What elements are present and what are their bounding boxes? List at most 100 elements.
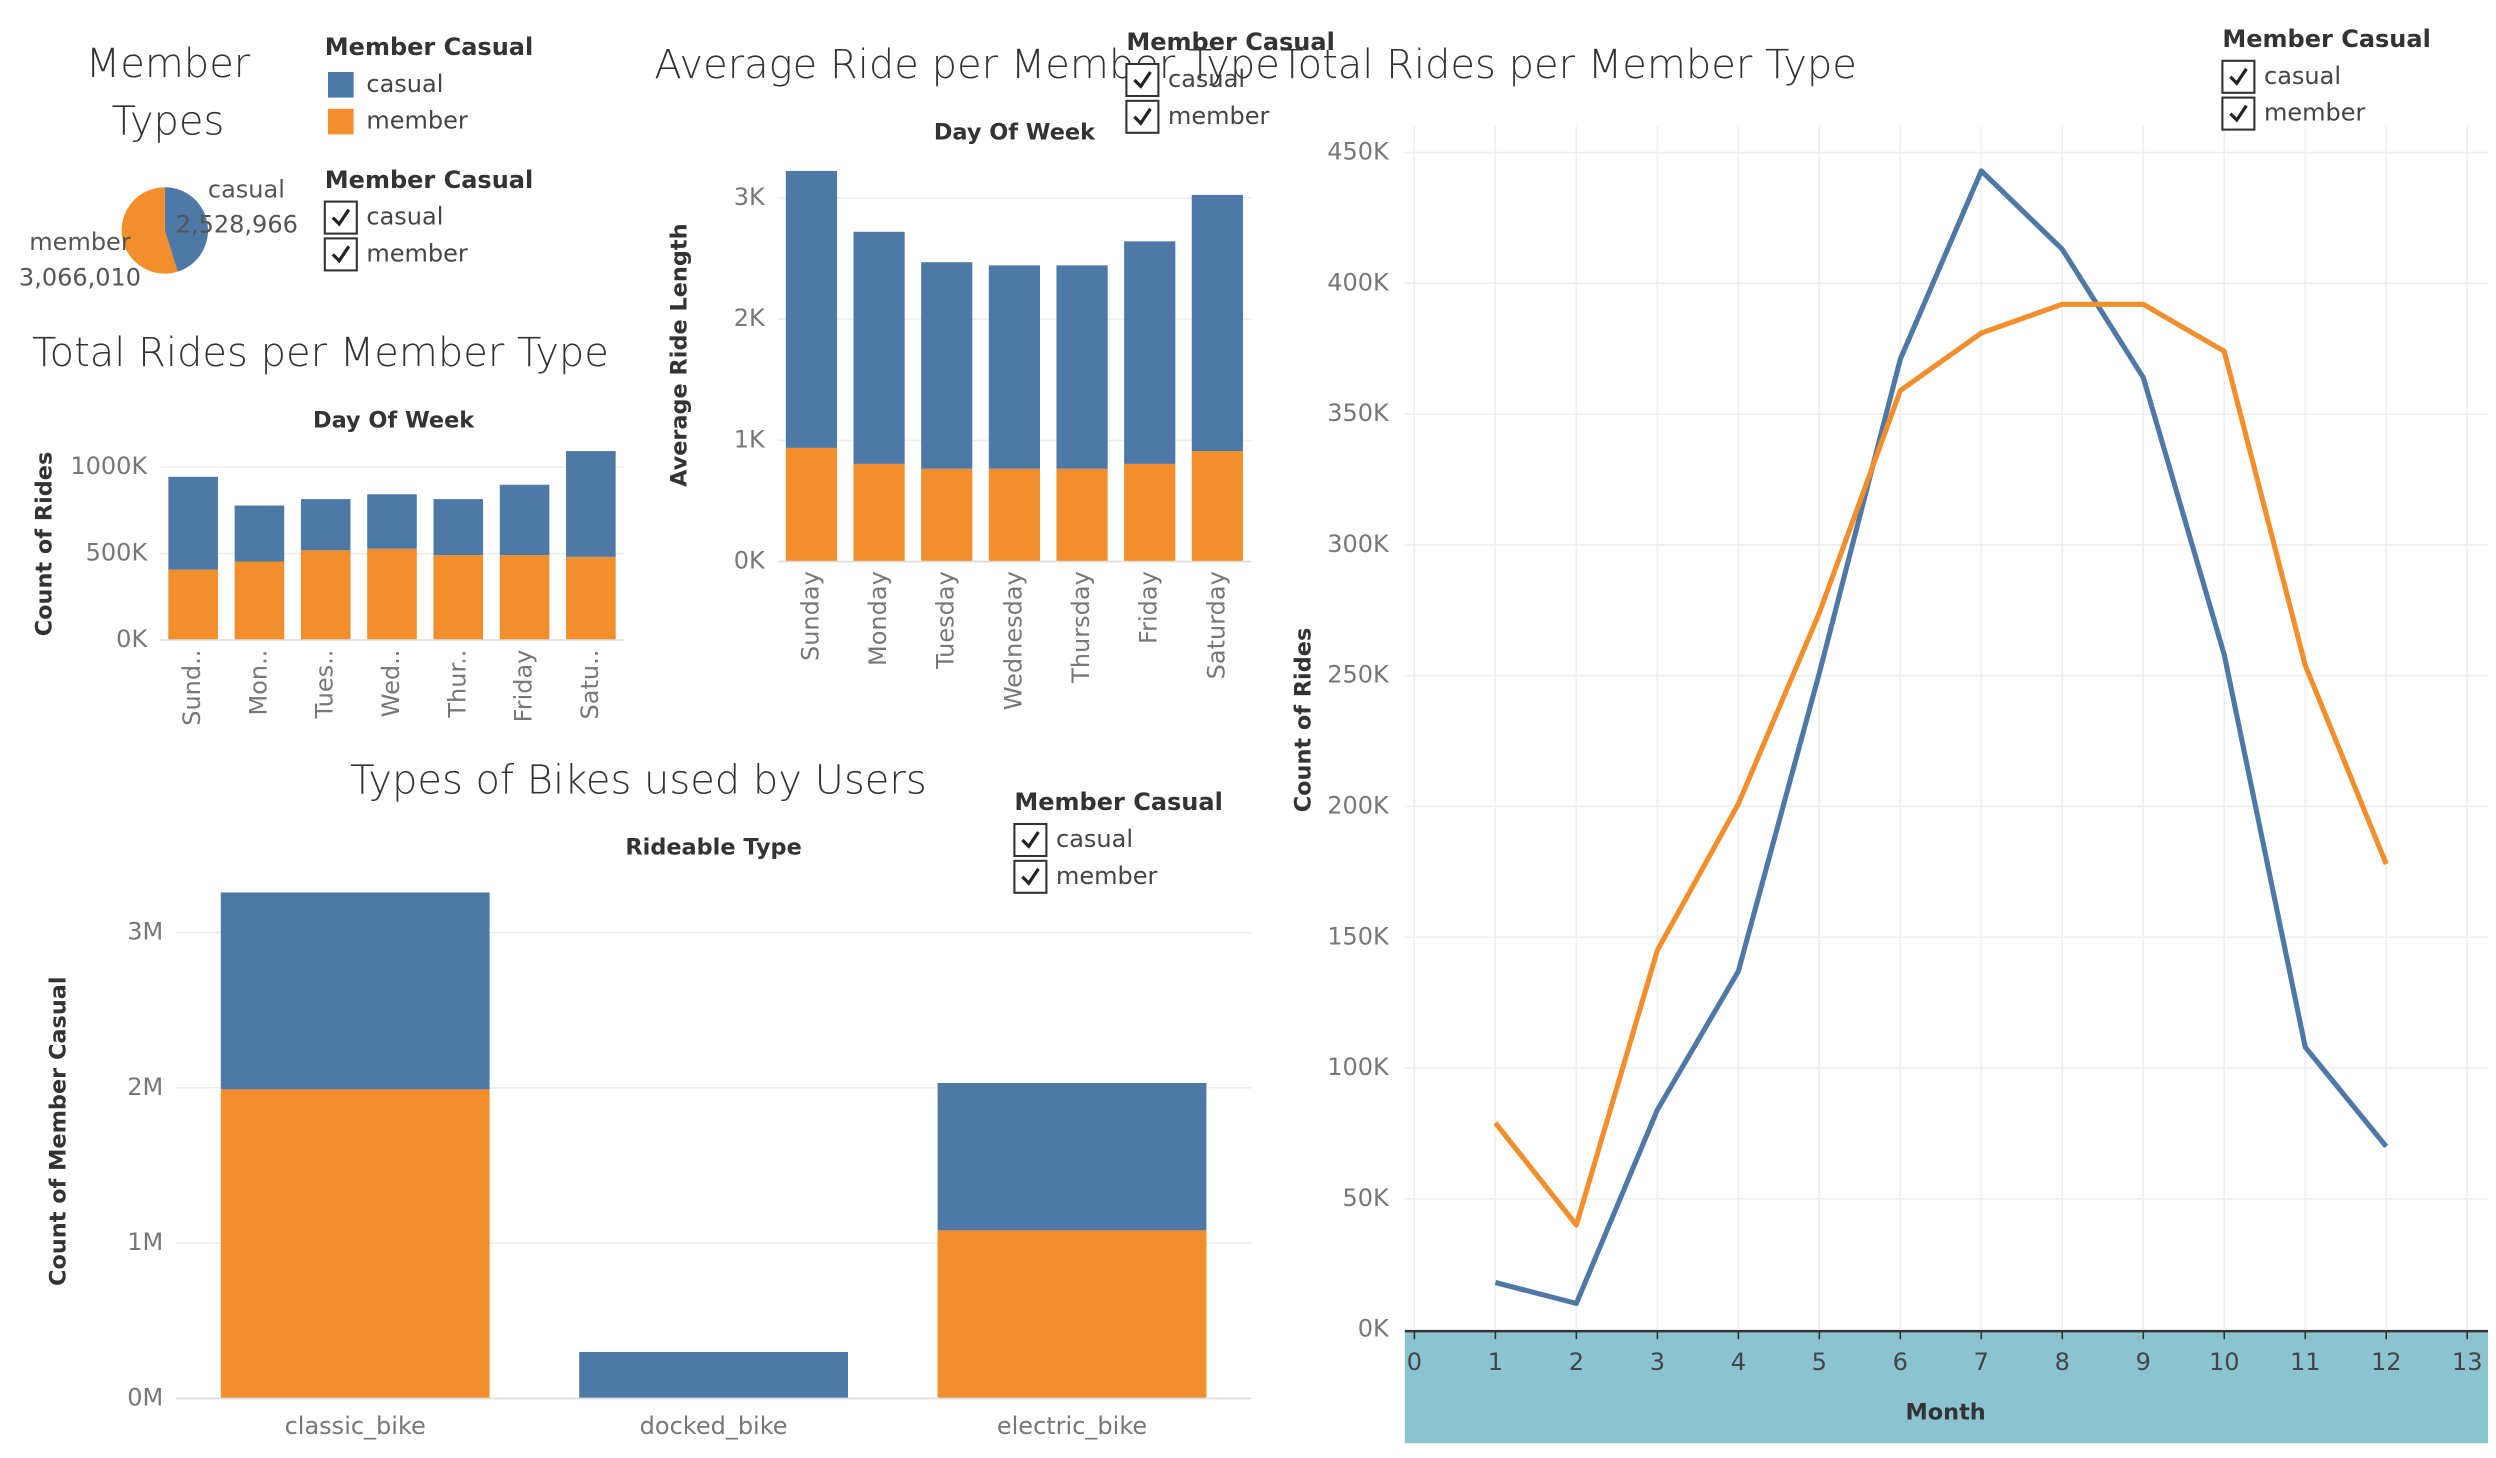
- legend-checkbox[interactable]: [1125, 62, 1160, 98]
- bar: [367, 548, 417, 640]
- y-tick-label: 200K: [1327, 791, 1390, 819]
- y-axis-title: Count of Rides: [1291, 628, 1317, 813]
- bar: [367, 494, 417, 549]
- y-tick-label: 0K: [1358, 1315, 1390, 1343]
- x-tick-label: Wed..: [377, 650, 405, 718]
- bar: [1056, 468, 1108, 562]
- bar: [937, 1230, 1207, 1399]
- x-tick-label: electric_bike: [997, 1412, 1147, 1440]
- bar: [433, 499, 484, 556]
- legend-swatch: [328, 108, 354, 135]
- pie-label: member: [29, 228, 131, 256]
- chart-title: Types of Bikes used by Users: [350, 757, 927, 803]
- bar: [234, 505, 285, 562]
- x-tick-label: 11: [2290, 1348, 2321, 1376]
- legend-checkbox[interactable]: [323, 200, 358, 235]
- bar: [499, 555, 550, 640]
- bar: [921, 468, 973, 562]
- x-tick-label: 10: [2209, 1348, 2240, 1376]
- legend-checkbox[interactable]: [1125, 99, 1160, 134]
- y-tick-label: 250K: [1327, 661, 1390, 689]
- bar: [1191, 451, 1243, 562]
- pie-value-label: 3,066,010: [19, 263, 141, 291]
- x-tick-label: Tues..: [311, 650, 339, 720]
- x-tick-label: 0: [1407, 1348, 1422, 1376]
- x-tick-label: Satu..: [576, 650, 604, 720]
- legend-label: casual: [366, 203, 443, 231]
- legend-title: Member Casual: [1014, 788, 1222, 816]
- bar: [1124, 463, 1176, 562]
- legend-title: Member Casual: [325, 166, 533, 194]
- x-tick-label: Friday: [1135, 571, 1163, 644]
- x-tick-label: Sund..: [178, 650, 206, 726]
- x-axis-title: Day Of Week: [313, 407, 475, 433]
- legend-title: Member Casual: [1126, 28, 1334, 56]
- y-tick-label: 50K: [1343, 1184, 1391, 1212]
- legend-label: member: [366, 239, 468, 267]
- legend-label: member: [366, 107, 468, 135]
- checkmark: [1021, 867, 1040, 886]
- x-tick-label: Sunday: [796, 571, 824, 661]
- bar: [988, 468, 1040, 562]
- legend-checkbox[interactable]: [2221, 59, 2256, 94]
- x-tick-label: Friday: [510, 650, 538, 723]
- y-tick-label: 1000K: [70, 452, 148, 480]
- x-tick-label: 4: [1731, 1348, 1746, 1376]
- pie-value-label: 2,528,966: [176, 211, 298, 239]
- x-tick-label: 1: [1488, 1348, 1503, 1376]
- x-tick-label: 13: [2452, 1348, 2483, 1376]
- x-tick-label: docked_bike: [640, 1412, 788, 1440]
- y-tick-label: 100K: [1327, 1053, 1390, 1081]
- checkmark: [331, 208, 351, 227]
- x-tick-label: 7: [1974, 1348, 1989, 1376]
- bar: [853, 463, 905, 562]
- bar: [853, 231, 905, 464]
- x-tick-label: 2: [1569, 1348, 1584, 1376]
- y-tick-label: 300K: [1327, 530, 1390, 558]
- bar: [433, 555, 484, 640]
- x-tick-label: Monday: [864, 571, 892, 666]
- legend-checkbox[interactable]: [323, 237, 358, 272]
- checkmark: [2229, 104, 2248, 123]
- legend-checkbox[interactable]: [1013, 859, 1048, 894]
- legend-label: member: [2264, 99, 2366, 127]
- y-tick-label: 1M: [127, 1228, 163, 1256]
- x-tick-label: 12: [2371, 1348, 2402, 1376]
- pie-label: casual: [208, 175, 285, 203]
- legend-checkbox[interactable]: [1013, 822, 1048, 858]
- chart-title: Member Types: [85, 40, 251, 144]
- legend-label: member: [1056, 862, 1158, 890]
- x-axis-band: [1404, 1331, 2488, 1444]
- chart-title: Total Rides per Member Type: [1280, 42, 1857, 88]
- y-tick-label: 450K: [1327, 138, 1390, 166]
- y-tick-label: 1K: [734, 425, 766, 453]
- chart-title: Average Ride per Member Type: [654, 42, 1280, 88]
- y-tick-label: 3K: [734, 183, 766, 211]
- bar: [937, 1082, 1207, 1231]
- bar: [220, 1089, 490, 1399]
- x-axis-title: Month: [1905, 1399, 1985, 1425]
- x-tick-label: Thur..: [443, 650, 471, 719]
- bar: [785, 447, 838, 562]
- x-tick-label: Thursday: [1067, 571, 1095, 684]
- bar: [168, 569, 218, 640]
- y-tick-label: 0K: [116, 625, 148, 653]
- bar: [168, 476, 218, 570]
- bar: [1191, 194, 1243, 452]
- bar: [300, 550, 351, 640]
- bar: [566, 451, 616, 557]
- bar: [921, 262, 973, 469]
- bar: [234, 561, 285, 640]
- legend-label: member: [1168, 102, 1270, 130]
- bar: [300, 499, 351, 551]
- legend-title: Member Casual: [2222, 25, 2430, 53]
- bar: [785, 170, 838, 448]
- checkmark: [1021, 831, 1040, 849]
- legend-checkbox[interactable]: [2221, 96, 2256, 131]
- checkmark: [331, 245, 351, 264]
- bar: [499, 484, 550, 556]
- x-tick-label: 8: [2055, 1348, 2070, 1376]
- x-tick-label: Mon..: [244, 650, 272, 716]
- x-tick-label: 9: [2136, 1348, 2151, 1376]
- bar: [220, 892, 490, 1090]
